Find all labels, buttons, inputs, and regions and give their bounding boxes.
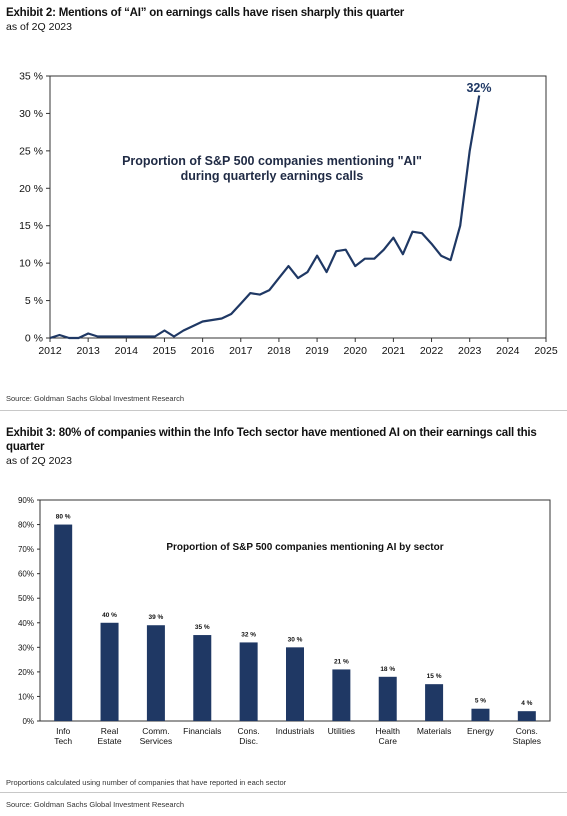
bar-y-tick-label: 90% [18,496,34,505]
exhibit3-title-line2: quarter [6,441,45,453]
bar-y-tick-label: 10% [18,692,34,701]
bar [193,635,212,721]
bar [146,625,165,721]
bar-data-label: 39 % [148,614,163,621]
section-divider [0,410,567,411]
line-x-tick-label: 2025 [534,345,558,357]
bar-category-label: Comm. [142,726,169,736]
line-chart-title: Proportion of S&P 500 companies mentioni… [122,154,422,168]
line-x-tick-label: 2018 [267,345,291,357]
bar-chart: 0% 10% 20% 30% 40% 50% 60% 70% 80% 90% 80 % InfoTe… [18,496,551,746]
line-x-tick-label: 2014 [115,345,139,357]
bar-category-label: Care [379,736,398,746]
line-peak-annotation: 32% [466,81,491,95]
line-y-axis: 0 % 5 % 10 % 15 % 20 % 25 % 30 % 35 % [19,71,50,345]
bar [239,642,258,721]
line-chart-frame [49,75,547,339]
line-x-tick-label: 2021 [382,345,406,357]
bar-y-tick-label: 80% [18,521,34,530]
bar-y-tick-label: 0% [22,717,34,726]
line-y-tick-label: 35 % [19,71,43,83]
bar-y-tick-label: 20% [18,668,34,677]
bar [517,711,536,721]
bar-data-label: 5 % [475,698,486,705]
bar-data-label: 80 % [56,514,71,521]
bar-data-label: 18 % [380,666,395,673]
exhibit3-source: Source: Goldman Sachs Global Investment … [6,800,185,809]
bar-y-tick-label: 50% [18,594,34,603]
bar-data-label: 21 % [334,658,349,665]
line-x-tick-label: 2022 [420,345,444,357]
bar-category-label: Financials [183,726,221,736]
line-series [49,95,481,340]
line-chart: 0 %5 %10 %15 %20 %25 %30 %35 % 2012 2013 2… [19,71,558,358]
bar-data-label: 40 % [102,612,117,619]
bar [100,622,119,721]
bar-category-label: Estate [97,736,121,746]
line-x-tick-label: 2016 [191,345,215,357]
line-y-tick-label: 15 % [19,220,43,232]
bar-data-label: 32 % [241,631,256,638]
bar [332,669,351,721]
bar [286,647,304,721]
bar-category-label: Health [375,726,400,736]
line-y-tick-label: 5 % [25,295,43,307]
line-x-tick-label: 2023 [458,345,482,357]
bar-y-tick-label: 60% [18,570,34,579]
line-x-axis: 2012 2013 2014 2015 2016 2017 2018 2019 2020 2021… [38,338,558,357]
bar-y-tick-label: 70% [18,545,34,554]
bar-y-tick-label: 30% [18,643,34,652]
line-y-tick-label: 20 % [19,183,43,195]
exhibit2-title: Exhibit 2: Mentions of “AI” on earnings … [6,7,405,19]
line-x-tick-label: 2012 [38,345,62,357]
line-x-tick-label: 2024 [496,345,520,357]
exhibit3-note: Proportions calculated using number of c… [6,778,287,787]
bar-category-label: Cons. [516,726,538,736]
bar [378,676,397,721]
bar-data-label: 4 % [521,700,532,707]
bar-data-label: 15 % [427,673,442,680]
bar-y-tick-label: 40% [18,619,34,628]
bar-category-label: Tech [54,736,72,746]
bar-category-label: Energy [467,726,495,736]
line-y-tick-label: 0 % [25,333,43,345]
bar [425,684,444,721]
exhibit2-source: Source: Goldman Sachs Global Investment … [6,394,185,403]
bar-category-label: Utilities [328,726,355,736]
bar-category-label: Cons. [238,726,260,736]
line-x-tick-label: 2013 [76,345,100,357]
bar-category-label: Services [140,736,173,746]
line-x-tick-label: 2019 [305,345,329,357]
line-x-tick-label: 2015 [153,345,177,357]
line-x-tick-label: 2017 [229,345,253,357]
exhibit3-title: Exhibit 3: 80% of companies within the I… [6,427,537,439]
bar-y-axis: 0% 10% 20% 30% 40% 50% 60% 70% 80% 90% [18,496,40,726]
bar-data-label: 35 % [195,624,210,631]
bar-category-label: Materials [417,726,451,736]
line-y-tick-label: 10 % [19,258,43,270]
bar-chart-title: Proportion of S&P 500 companies mentioni… [166,542,443,553]
bar-category-label: Staples [513,736,541,746]
line-x-tick-label: 2020 [344,345,368,357]
line-y-tick-label: 25 % [19,145,43,157]
bar-category-label: Disc. [239,736,258,746]
exhibit2-subtitle: as of 2Q 2023 [6,21,72,33]
bar-category-label: Industrials [276,726,315,736]
exhibit3-subtitle: as of 2Q 2023 [6,455,72,467]
line-y-tick-label: 30 % [19,108,43,120]
bar-data-label: 30 % [288,636,303,643]
bar [471,708,490,721]
bar [54,524,73,721]
bar-category-label: Info [56,726,70,736]
line-chart-title-line2: during quarterly earnings calls [181,169,364,183]
footer-divider [0,792,567,793]
bar-category-label: Real [101,726,119,736]
